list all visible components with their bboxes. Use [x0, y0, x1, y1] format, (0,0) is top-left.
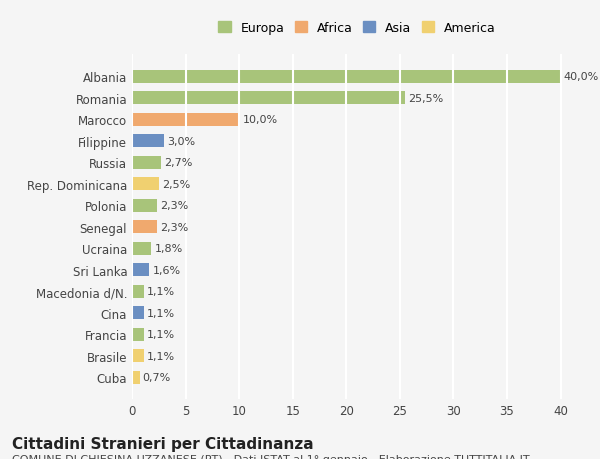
Text: 1,1%: 1,1%	[147, 351, 175, 361]
Bar	[132, 221, 157, 234]
Text: 1,8%: 1,8%	[155, 244, 183, 254]
Text: 3,0%: 3,0%	[167, 136, 196, 146]
Text: 1,1%: 1,1%	[147, 330, 175, 339]
Text: COMUNE DI CHIESINA UZZANESE (PT) - Dati ISTAT al 1° gennaio - Elaborazione TUTTI: COMUNE DI CHIESINA UZZANESE (PT) - Dati …	[12, 454, 530, 459]
Bar	[132, 199, 157, 212]
Text: 1,1%: 1,1%	[147, 308, 175, 318]
Text: 2,3%: 2,3%	[160, 222, 188, 232]
Text: 2,5%: 2,5%	[162, 179, 190, 189]
Text: 10,0%: 10,0%	[242, 115, 277, 125]
Bar	[132, 92, 405, 105]
Text: 2,7%: 2,7%	[164, 158, 193, 168]
Bar	[132, 349, 144, 362]
Bar	[132, 157, 161, 169]
Bar	[132, 263, 149, 276]
Bar	[132, 242, 151, 255]
Text: 25,5%: 25,5%	[409, 94, 443, 104]
Text: 1,1%: 1,1%	[147, 286, 175, 297]
Bar	[132, 178, 159, 191]
Text: 1,6%: 1,6%	[152, 265, 181, 275]
Text: 2,3%: 2,3%	[160, 201, 188, 211]
Bar	[132, 371, 139, 384]
Legend: Europa, Africa, Asia, America: Europa, Africa, Asia, America	[213, 17, 501, 39]
Bar	[132, 113, 239, 127]
Bar	[132, 307, 144, 319]
Bar	[132, 328, 144, 341]
Bar	[132, 135, 164, 148]
Text: 40,0%: 40,0%	[564, 72, 599, 82]
Text: Cittadini Stranieri per Cittadinanza: Cittadini Stranieri per Cittadinanza	[12, 436, 314, 451]
Bar	[132, 71, 560, 84]
Bar	[132, 285, 144, 298]
Text: 0,7%: 0,7%	[143, 372, 171, 382]
